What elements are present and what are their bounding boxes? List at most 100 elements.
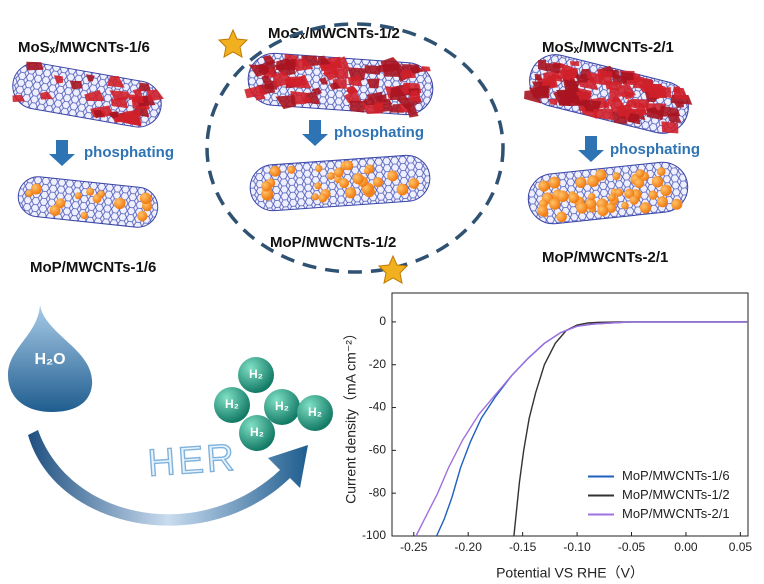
mop-particle xyxy=(343,160,354,171)
mos-flake xyxy=(637,83,654,93)
h2-label: H₂ xyxy=(275,399,289,413)
mos-flake xyxy=(272,71,295,88)
mop-particle xyxy=(74,192,82,200)
mop-particle xyxy=(612,172,621,181)
nanotubes xyxy=(12,52,693,228)
mos-flake xyxy=(295,57,314,72)
label: MoSₓ/MWCNTs-1/2 xyxy=(268,25,400,42)
mop-particle xyxy=(651,175,664,188)
h2-sphere xyxy=(264,389,300,425)
mos-flake xyxy=(381,98,393,106)
mos-flake xyxy=(420,66,431,72)
mop-particle xyxy=(548,176,561,189)
x-tick-label: -0.05 xyxy=(618,540,646,554)
mop-particle xyxy=(339,178,350,189)
mos-flake xyxy=(568,94,582,107)
y-tick-label: -80 xyxy=(369,485,387,499)
mos-flake xyxy=(550,73,561,79)
x-tick-label: -0.10 xyxy=(563,540,591,554)
data-line xyxy=(513,321,748,537)
mos-flake xyxy=(248,64,267,77)
mos-flake xyxy=(108,111,120,119)
mop-particle xyxy=(315,164,323,173)
mos-flake xyxy=(659,105,681,117)
water-drop xyxy=(8,305,93,412)
mop-particle xyxy=(92,194,102,204)
mop-particle xyxy=(588,192,596,201)
mos-flake xyxy=(26,61,44,71)
x-tick-label: -0.20 xyxy=(455,540,483,554)
mop-particle xyxy=(656,196,668,208)
mop-particle xyxy=(614,188,623,197)
mos-flake xyxy=(536,86,549,93)
nanotube xyxy=(249,154,431,212)
mop-particle xyxy=(595,169,607,181)
mop-particle xyxy=(538,180,550,192)
mos-flake xyxy=(69,80,83,90)
label: MoSₓ/MWCNTs-2/1 xyxy=(542,39,674,56)
h2-sphere xyxy=(238,357,274,393)
x-axis-label: Potential VS RHE（V） xyxy=(496,565,644,581)
mos-flake xyxy=(329,81,341,90)
mop-particle xyxy=(557,190,569,203)
step-label: phosphating xyxy=(84,144,174,161)
mop-particle xyxy=(408,178,420,189)
mos-flake xyxy=(322,70,339,81)
x-tick-label: -0.25 xyxy=(400,540,428,554)
mop-particle xyxy=(345,187,357,199)
mos-flake xyxy=(620,71,634,81)
mop-particle xyxy=(556,211,567,223)
h2-label: H₂ xyxy=(249,367,263,381)
mos-flake xyxy=(275,94,297,110)
mos-flake xyxy=(261,75,272,84)
mos-flake xyxy=(346,86,359,95)
mos-flake xyxy=(317,55,331,65)
nanotube xyxy=(244,52,434,118)
mos-flake xyxy=(85,74,95,82)
mop-particle xyxy=(396,183,409,196)
label: MoP/MWCNTs-1/2 xyxy=(270,234,396,251)
mop-particle xyxy=(587,175,599,188)
mos-flake xyxy=(405,104,419,118)
mos-flake xyxy=(673,87,689,101)
mop-particle xyxy=(575,176,587,189)
mos-flake xyxy=(626,112,641,125)
mos-flake xyxy=(619,85,637,98)
mop-particle xyxy=(287,165,296,174)
mop-particle xyxy=(585,198,597,210)
mop-particle xyxy=(80,211,88,220)
mop-particle xyxy=(334,167,344,178)
mop-particle xyxy=(597,205,609,217)
data-line xyxy=(415,321,748,537)
reaction-label: HER xyxy=(146,437,238,485)
mop-particle xyxy=(639,202,652,214)
mop-particle xyxy=(361,183,374,195)
arrow xyxy=(302,120,328,146)
hydrogen-group: H₂ H₂ H₂ H₂ H₂ xyxy=(214,357,333,451)
legend-label: MoP/MWCNTs-1/2 xyxy=(622,487,730,502)
mos-flake xyxy=(593,108,614,121)
h2-label: H₂ xyxy=(225,397,239,411)
y-tick-label: -20 xyxy=(369,357,387,371)
mos-flake xyxy=(408,90,423,103)
mop-particle xyxy=(25,189,34,198)
label: MoP/MWCNTs-1/6 xyxy=(30,259,156,276)
h2-sphere xyxy=(214,387,250,423)
mos-flake xyxy=(40,91,54,100)
mos-flake xyxy=(673,101,684,109)
mop-particle xyxy=(648,190,658,200)
h2-sphere xyxy=(297,395,333,431)
mos-flake xyxy=(109,90,129,102)
y-tick-label: -40 xyxy=(369,400,387,414)
y-axis-label: Current density（mA cm⁻²） xyxy=(343,326,359,504)
mos-flake xyxy=(275,58,297,71)
h2-label: H₂ xyxy=(250,425,264,439)
mop-particle xyxy=(568,192,580,204)
mop-particle xyxy=(311,193,319,201)
water-label: H₂O xyxy=(34,351,65,368)
mos-flake xyxy=(366,91,383,105)
mop-particle xyxy=(55,198,66,209)
mos-flake xyxy=(569,61,580,67)
step-label: phosphating xyxy=(610,141,700,158)
